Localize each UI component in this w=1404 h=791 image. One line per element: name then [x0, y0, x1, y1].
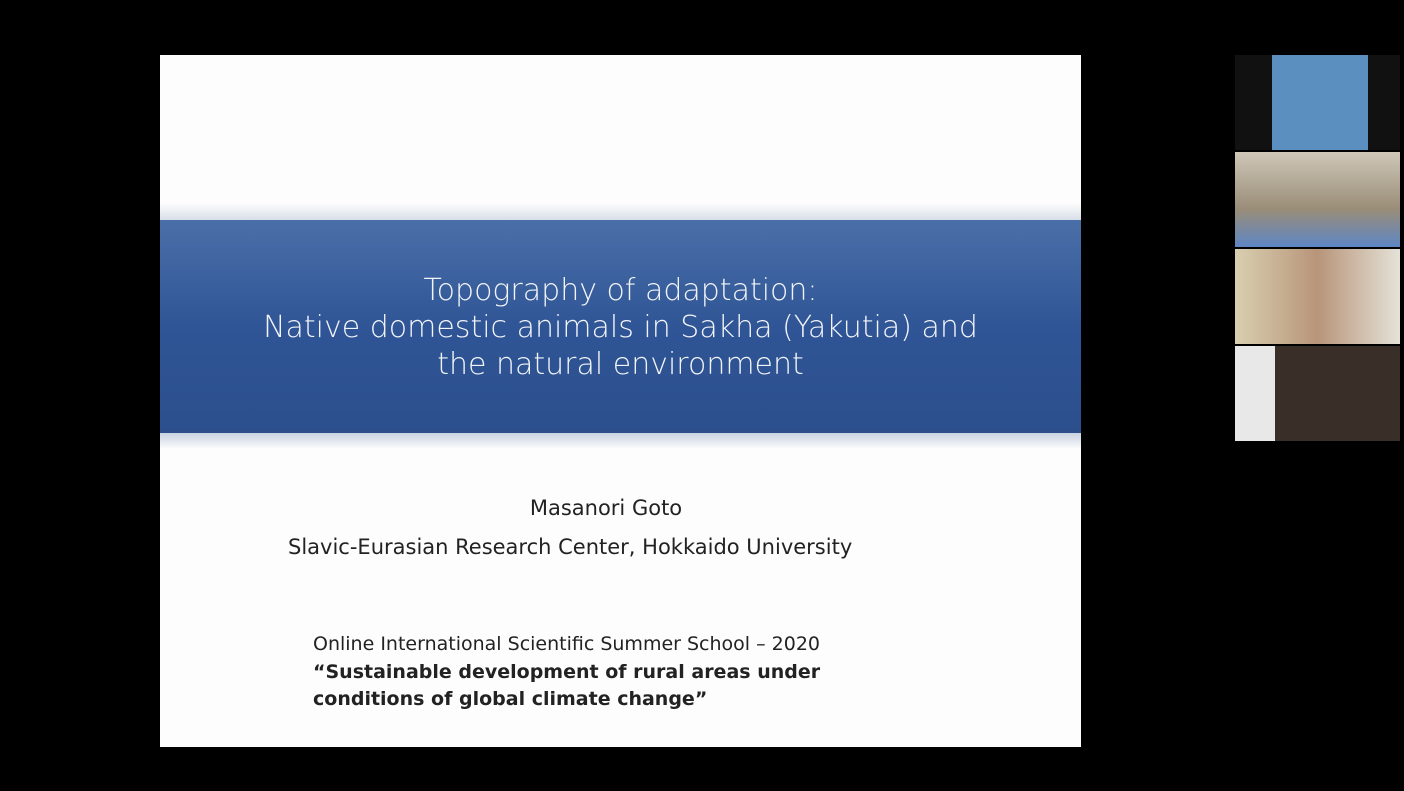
screen: Topography of adaptation: Native domesti… — [0, 0, 1404, 791]
affiliation: Slavic-Eurasian Research Center, Hokkaid… — [288, 535, 852, 559]
theme-line: “Sustainable development of rural areas … — [313, 661, 820, 683]
title-line: Native domestic animals in Sakha (Yakuti… — [160, 310, 1081, 345]
event: Online International Scientific Summer S… — [313, 633, 820, 655]
video-tile[interactable] — [1235, 346, 1400, 441]
video-tile[interactable] — [1235, 55, 1400, 150]
title-line: the natural environment — [160, 347, 1081, 382]
band-edge — [160, 433, 1081, 449]
title-line: Topography of adaptation: — [160, 273, 1081, 308]
theme-line: conditions of global climate change” — [313, 688, 707, 710]
author: Masanori Goto — [160, 496, 1052, 520]
video-tile[interactable] — [1235, 152, 1400, 247]
slide: Topography of adaptation: Native domesti… — [160, 55, 1081, 747]
video-tile[interactable] — [1235, 249, 1400, 344]
